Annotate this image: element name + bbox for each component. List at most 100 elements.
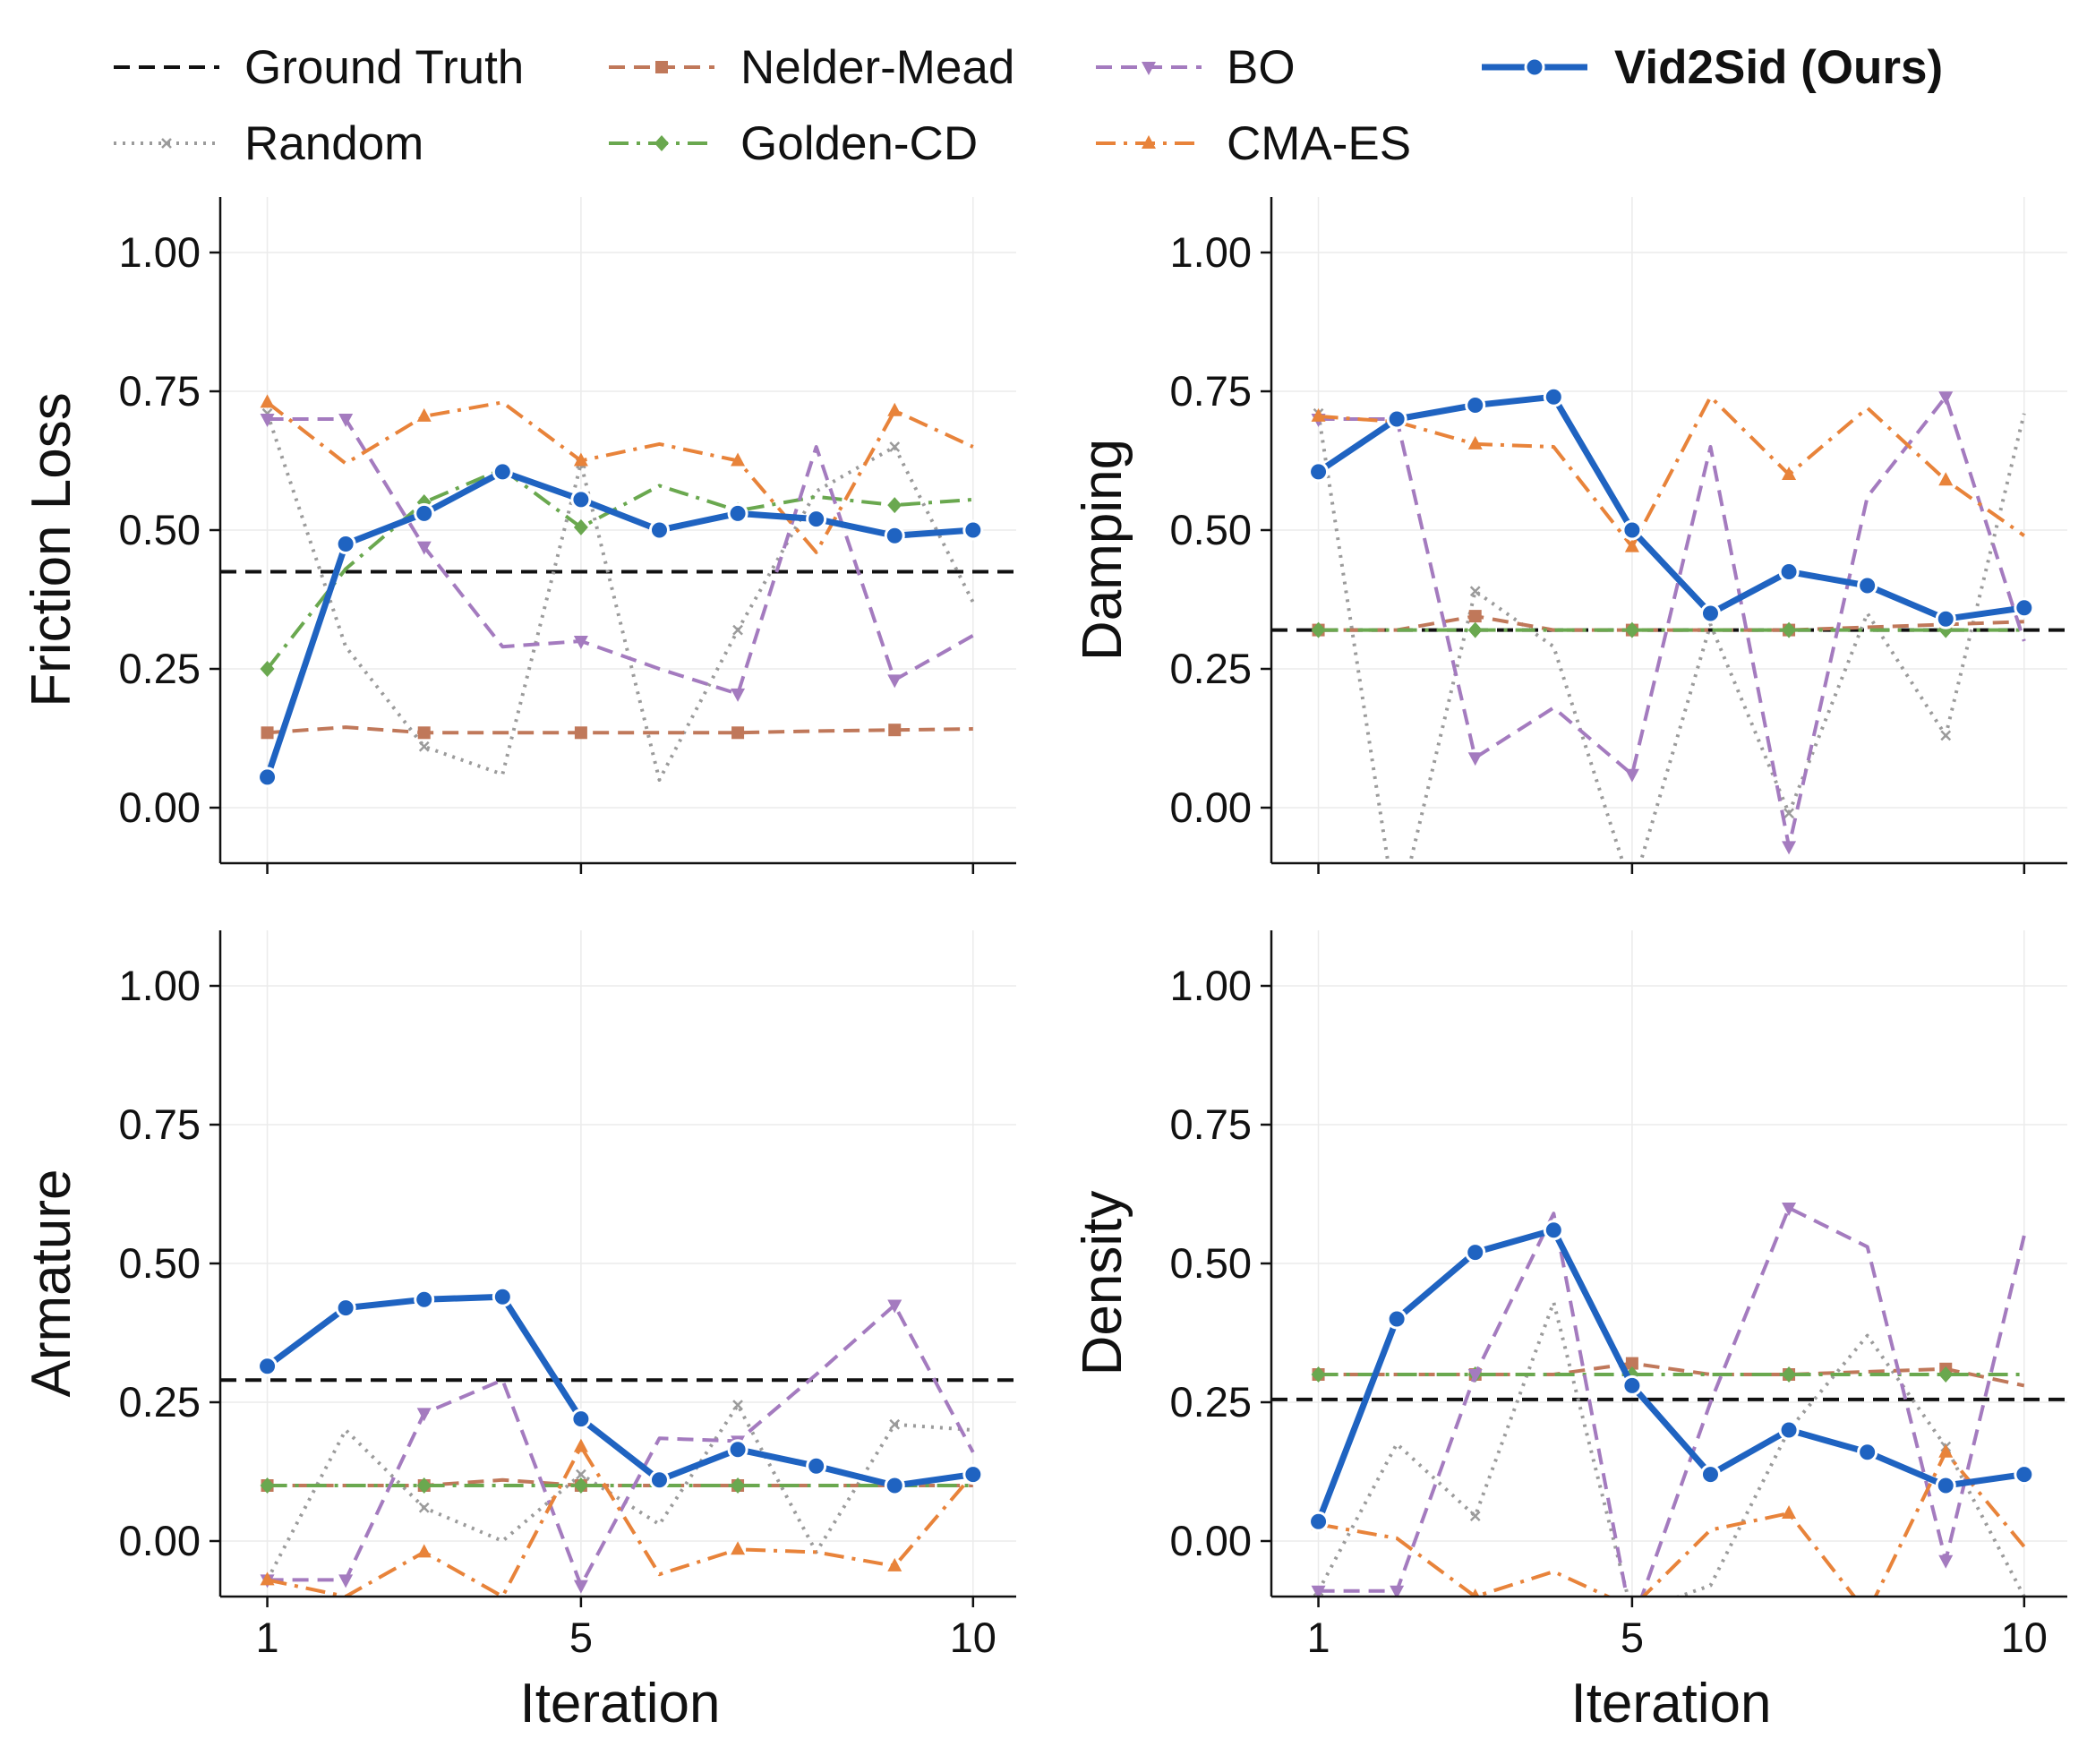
data-point-bo: [573, 1580, 588, 1594]
series-line-cma-es: [1318, 1450, 2026, 1597]
legend-label-nelder-mead: Nelder-Mead: [740, 41, 1014, 94]
data-point-vid2sid: [1857, 1442, 1878, 1463]
panel-damping: 0.00 0.25 0.50 0.75 1.00 Damping: [1072, 197, 2067, 874]
data-point-vid2sid: [1621, 519, 1643, 541]
y-tick-label: 0.75: [1170, 367, 1252, 415]
series-line-cma-es: [267, 1444, 975, 1597]
data-point-vid2sid: [1778, 1419, 1800, 1441]
y-tick-label: 0.50: [119, 506, 201, 553]
y-tick-label: 0.25: [1170, 645, 1252, 692]
data-point-random: [418, 1502, 430, 1513]
legend-swatch-random: [114, 138, 219, 149]
legend-entry-golden-cd: Golden-CD: [609, 117, 978, 170]
legend-marker-random: [161, 138, 172, 149]
data-point-golden-cd: [1782, 621, 1797, 638]
panel-armature: 0.00 0.25 0.50 0.75 1.00 1 5 10 Armature Iteratio…: [21, 930, 1016, 1734]
x-axis-title: Iteration: [1570, 1673, 1771, 1734]
series-group: [220, 1286, 1016, 1597]
data-point-bo: [1467, 1369, 1483, 1383]
series-group: [220, 394, 1016, 788]
data-point-vid2sid: [1935, 608, 1956, 629]
y-tick-label: 0.00: [1170, 784, 1252, 831]
series-line-bo: [1318, 395, 2026, 849]
data-point-vid2sid: [1621, 1374, 1643, 1396]
data-point-random: [576, 1469, 586, 1480]
legend-entry-ground-truth: Ground Truth: [114, 41, 524, 94]
data-point-cma-es: [416, 1544, 432, 1558]
y-tick-label: 0.00: [119, 1517, 201, 1564]
series-line-nelder-mead: [1318, 614, 2024, 632]
data-point-golden-cd: [887, 497, 902, 514]
series-line-bo: [267, 1303, 975, 1588]
data-point-cma-es: [1311, 407, 1326, 422]
y-axis-title: Friction Loss: [21, 392, 82, 706]
data-point-vid2sid: [1308, 461, 1330, 483]
legend-swatch-cma-es: [1096, 135, 1202, 149]
legend-label-ground-truth: Ground Truth: [244, 41, 524, 94]
y-axis-title: Armature: [21, 1169, 82, 1398]
data-point-random: [1469, 586, 1481, 597]
data-point-cma-es: [1624, 538, 1639, 552]
data-point-vid2sid: [806, 1455, 827, 1477]
data-point-random: [1940, 730, 1952, 741]
y-tick-label: 0.75: [119, 1100, 201, 1148]
data-point-golden-cd: [1467, 621, 1483, 638]
legend-label-vid2sid: Vid2Sid (Ours): [1614, 41, 1943, 94]
legend-label-golden-cd: Golden-CD: [740, 117, 978, 170]
x-tick-label: 1: [255, 1614, 278, 1661]
legend-swatch-nelder-mead: [609, 61, 714, 73]
data-point-nelder-mead: [888, 724, 902, 737]
data-point-vid2sid: [727, 1439, 748, 1460]
data-point-bo: [1467, 752, 1483, 766]
data-point-vid2sid: [414, 502, 435, 524]
data-point-vid2sid: [1778, 561, 1800, 582]
legend-marker-vid2sid: [1524, 56, 1545, 78]
data-point-cma-es: [260, 1571, 275, 1586]
data-point-bo: [416, 541, 432, 555]
y-tick-label: 0.50: [1170, 506, 1252, 553]
data-point-vid2sid: [1699, 1464, 1721, 1486]
series-line-cma-es: [1318, 395, 2025, 549]
data-point-bo: [416, 1408, 432, 1422]
data-point-vid2sid: [570, 489, 592, 510]
series-line-vid2sid: [265, 1293, 974, 1489]
y-tick-label: 0.25: [1170, 1378, 1252, 1426]
y-tick-label: 0.50: [119, 1239, 201, 1287]
data-point-vid2sid: [1386, 408, 1407, 430]
panel-density: 0.00 0.25 0.50 0.75 1.00 1 5 10 Density Iteration: [1072, 930, 2067, 1734]
y-tick-label: 0.75: [1170, 1100, 1252, 1148]
y-tick-label: 1.00: [119, 228, 201, 276]
data-point-bo: [887, 674, 902, 689]
data-point-cma-es: [1938, 472, 1954, 486]
data-point-random: [889, 441, 901, 452]
data-point-golden-cd: [416, 1477, 432, 1494]
data-point-vid2sid: [2014, 1464, 2035, 1486]
data-point-vid2sid: [1465, 1242, 1486, 1263]
data-point-random: [732, 624, 743, 636]
data-point-nelder-mead: [417, 726, 431, 740]
x-tick-label: 1: [1306, 1614, 1330, 1661]
data-point-golden-cd: [1311, 621, 1326, 638]
legend-marker-golden-cd: [654, 135, 669, 151]
series-line-cma-es: [266, 400, 974, 554]
data-point-vid2sid: [1857, 575, 1878, 596]
data-point-cma-es: [416, 407, 432, 422]
x-axis-title: Iteration: [519, 1673, 720, 1734]
data-point-vid2sid: [962, 519, 984, 541]
data-point-bo: [1624, 768, 1639, 783]
data-point-bo: [887, 1299, 902, 1314]
data-point-vid2sid: [1543, 1220, 1564, 1241]
legend-entry-cma-es: CMA-ES: [1096, 117, 1411, 170]
legend-marker-bo: [1142, 62, 1156, 75]
series-group: [1271, 386, 2067, 863]
legend-swatch-vid2sid: [1482, 56, 1587, 78]
data-point-cma-es: [260, 394, 275, 408]
panels: 0.00 0.25 0.50 0.75 1.00 Friction Loss 0.00 0.2…: [21, 197, 2067, 1734]
legend-entry-random: Random: [114, 117, 423, 170]
data-point-bo: [260, 414, 275, 427]
data-point-vid2sid: [1543, 386, 1564, 407]
y-axis-title: Damping: [1072, 439, 1133, 661]
data-point-random: [732, 1400, 743, 1410]
data-point-vid2sid: [648, 519, 670, 541]
